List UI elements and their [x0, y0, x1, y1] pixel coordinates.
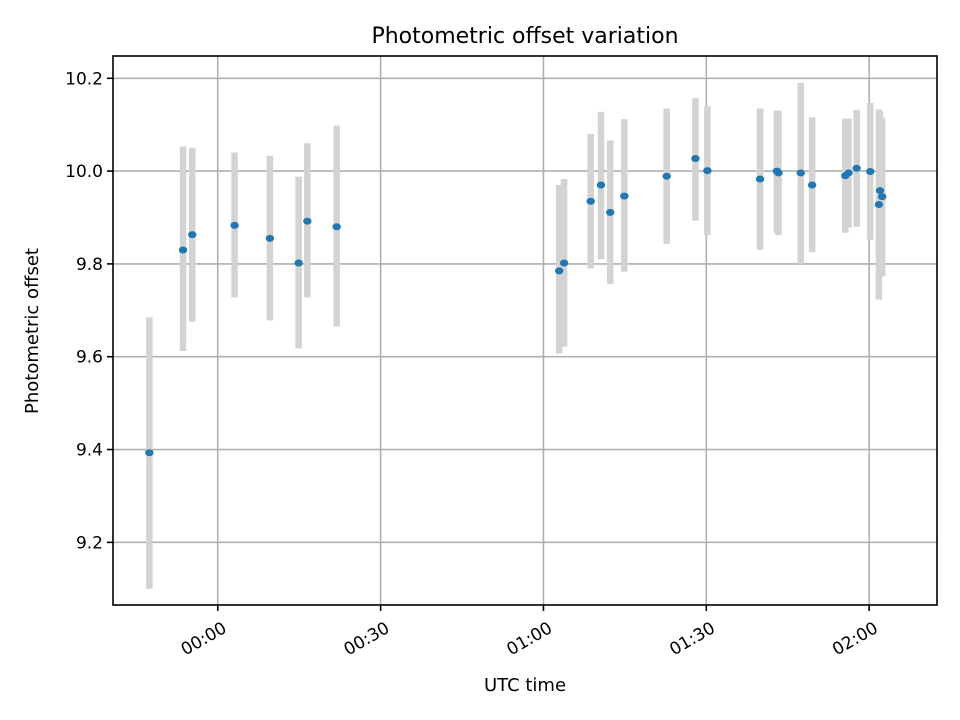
y-tick-label: 9.6 [76, 348, 103, 368]
data-point [844, 169, 853, 177]
y-tick-label: 9.8 [76, 255, 103, 275]
data-point [230, 221, 239, 229]
data-point [662, 172, 671, 180]
y-tick-label: 10.2 [65, 69, 103, 89]
data-point [703, 167, 712, 175]
y-axis-ticks: 9.2 9.4 9.6 9.8 10.0 10.2 [65, 69, 113, 553]
data-point [755, 175, 765, 183]
data-point [877, 193, 887, 201]
data-point [874, 201, 884, 209]
data-point [875, 187, 885, 195]
data-point [774, 169, 783, 177]
data-point [265, 234, 275, 242]
y-tick-label: 10.0 [65, 162, 103, 182]
y-tick-label: 9.2 [76, 533, 103, 553]
x-axis-label: UTC time [484, 675, 566, 696]
y-axis-label: Photometric offset [22, 248, 43, 414]
data-point [620, 192, 629, 200]
x-tick-label: 02:00 [829, 618, 881, 660]
data-point [796, 169, 805, 177]
data-point [145, 449, 154, 457]
x-tick-label: 00:30 [341, 618, 393, 660]
data-point [554, 267, 564, 275]
x-tick-label: 01:30 [666, 618, 718, 660]
data-point [559, 259, 569, 267]
error-bars [146, 82, 886, 589]
data-point [852, 164, 861, 172]
data-point [303, 217, 312, 225]
data-point [606, 208, 615, 216]
x-axis-ticks: 00:00 00:30 01:00 01:30 02:00 [178, 605, 882, 660]
data-point [586, 197, 595, 205]
chart-title: Photometric offset variation [371, 24, 678, 49]
plot-frame [112, 55, 938, 606]
data-point [596, 181, 606, 189]
data-point [807, 181, 817, 189]
data-point [866, 168, 875, 176]
data-point [294, 259, 303, 267]
data-point [188, 231, 197, 239]
data-point [332, 223, 341, 231]
x-tick-label: 01:00 [503, 618, 555, 660]
data-points [145, 155, 887, 457]
x-tick-label: 00:00 [178, 618, 230, 660]
data-point [691, 155, 700, 163]
data-point [178, 246, 188, 254]
y-tick-label: 9.4 [76, 441, 103, 461]
